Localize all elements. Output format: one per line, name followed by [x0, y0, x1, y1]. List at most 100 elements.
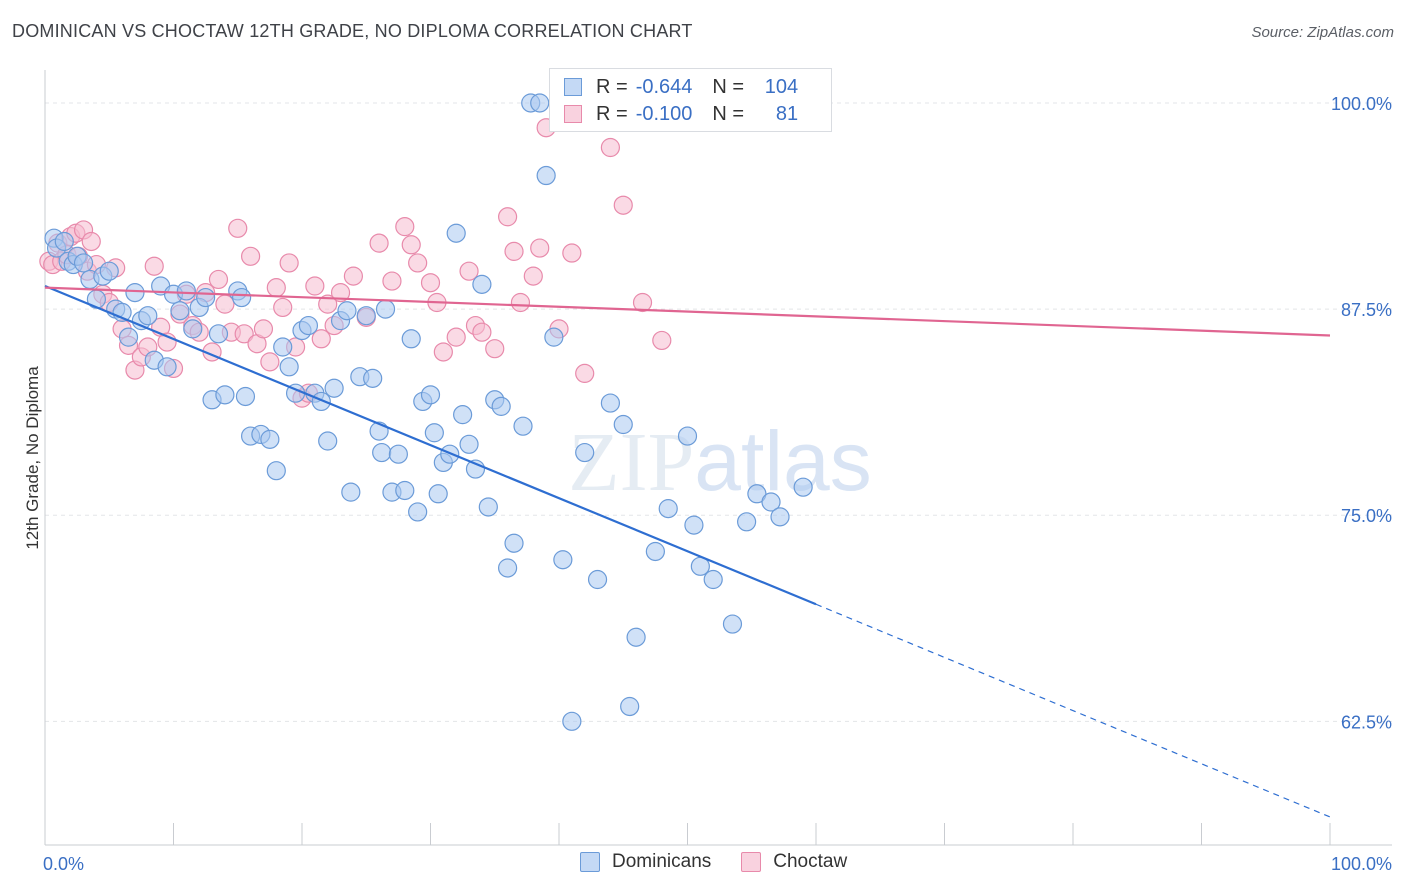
dominicans-point: [770, 507, 790, 527]
choctaw-point: [408, 253, 428, 273]
dominicans-point: [388, 444, 408, 464]
dominicans-point: [363, 368, 383, 388]
choctaw-point: [459, 261, 479, 281]
legend-row-choctaw: R = -0.100 N = 81: [564, 100, 798, 128]
dominicans-point: [562, 711, 582, 731]
choctaw-point: [228, 218, 248, 238]
choctaw-point: [632, 292, 653, 313]
legend-n-value-dominicans: 104: [764, 75, 799, 98]
dominicans-point: [428, 484, 448, 504]
dominicans-point: [318, 431, 338, 451]
dominicans-point: [208, 324, 229, 344]
dominicans-point: [536, 165, 556, 186]
legend-r-value-dominicans: -0.644: [635, 75, 693, 98]
dominicans-point: [424, 423, 444, 443]
y-tick-label: 75.0%: [1341, 506, 1392, 526]
choctaw-point: [318, 294, 338, 314]
dominicans-point: [587, 569, 608, 590]
legend-label-choctaw: Choctaw: [773, 851, 848, 872]
choctaw-point: [498, 207, 518, 227]
dominicans-point: [232, 287, 252, 308]
dominicans-point: [677, 426, 698, 446]
dominicans-point: [747, 484, 767, 504]
choctaw-point: [305, 276, 325, 296]
dominicans-point: [298, 315, 319, 336]
dominicans-point: [372, 442, 392, 463]
legend-label-dominicans: Dominicans: [612, 851, 712, 872]
series-legend: Dominicans Choctaw: [580, 851, 877, 873]
choctaw-point: [446, 327, 466, 347]
choctaw-point: [472, 322, 492, 342]
legend-row-dominicans: R = -0.644 N = 104: [564, 73, 798, 101]
dominicans-point: [266, 461, 286, 481]
choctaw-trendline: [44, 286, 1331, 337]
dominicans-point: [183, 319, 203, 339]
dominicans-point: [54, 231, 74, 252]
dominicans-point: [530, 93, 550, 113]
dominicans-point: [645, 541, 665, 562]
choctaw-point: [562, 243, 582, 263]
dominicans-point: [626, 627, 646, 647]
dominicans-point: [737, 512, 757, 532]
dominicans-point: [761, 492, 781, 512]
choctaw-point: [613, 195, 633, 215]
choctaw-point: [382, 271, 402, 291]
choctaw-point: [420, 273, 441, 293]
choctaw-point: [260, 352, 280, 372]
dominicans-trendline-extension: [815, 603, 1331, 818]
dominicans-point: [324, 378, 344, 398]
choctaw-point: [600, 137, 621, 158]
dominicans-point: [498, 558, 518, 578]
choctaw-point: [343, 266, 363, 286]
legend-n-label: N =: [712, 75, 745, 98]
dominicans-point: [99, 261, 119, 281]
correlation-legend: R = -0.644 N = 104 R = -0.100 N = 81: [549, 68, 832, 132]
dominicans-point: [157, 357, 177, 377]
choctaw-point: [523, 266, 543, 286]
legend-item-choctaw[interactable]: Choctaw: [741, 851, 847, 873]
choctaw-point: [144, 256, 164, 276]
legend-r-label: R =: [596, 75, 628, 98]
dominicans-point: [703, 569, 723, 590]
dominicans-point: [613, 414, 633, 435]
choctaw-point: [504, 241, 524, 261]
dominicans-point: [513, 416, 533, 436]
dominicans-point: [408, 502, 428, 522]
choctaw-point: [273, 297, 293, 318]
dominicans-point: [138, 306, 158, 326]
dominicans-point: [544, 327, 564, 347]
dominicans-point: [176, 281, 196, 301]
choctaw-legend-swatch: [741, 852, 762, 872]
dominicans-point: [260, 429, 280, 449]
choctaw-point: [241, 246, 261, 266]
choctaw-point: [510, 292, 531, 313]
dominicans-point: [459, 434, 479, 454]
x-tick-label: 100.0%: [1331, 854, 1392, 874]
dominicans-point: [235, 386, 256, 407]
dominicans-point: [600, 393, 621, 413]
y-tick-label: 100.0%: [1331, 94, 1392, 114]
choctaw-point: [575, 363, 595, 384]
legend-n-value-choctaw: 81: [775, 102, 799, 125]
choctaw-point: [330, 283, 351, 303]
dominicans-point: [684, 515, 704, 535]
legend-item-dominicans[interactable]: Dominicans: [580, 851, 711, 873]
dominicans-point: [504, 533, 524, 553]
dominicans-trendline: [44, 284, 817, 606]
y-axis-title: 12th Grade, No Diploma: [23, 366, 42, 550]
choctaw-point: [401, 235, 421, 255]
dominicans-point: [215, 385, 235, 405]
dominicans-point: [356, 306, 376, 326]
y-tick-label: 62.5%: [1341, 712, 1392, 732]
watermark: ZIPatlas: [568, 414, 871, 509]
dominicans-point: [118, 327, 139, 347]
choctaw-point: [208, 269, 229, 290]
choctaw-swatch: [564, 105, 582, 123]
dominicans-point: [575, 442, 595, 463]
choctaw-point: [485, 339, 505, 359]
dominicans-point: [196, 287, 216, 308]
choctaw-point: [253, 319, 274, 339]
choctaw-point: [311, 329, 331, 349]
dominicans-point: [793, 477, 813, 497]
